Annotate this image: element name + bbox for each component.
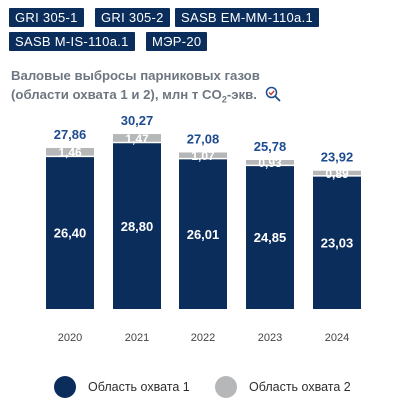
bar-scope1-2020 [46, 156, 94, 309]
total-label-2021: 30,27 [121, 113, 154, 128]
title-subscript: 2 [221, 94, 227, 105]
total-label-2023: 25,78 [254, 139, 287, 154]
tag-gri-305-1: GRI 305-1 [9, 8, 84, 27]
legend-label-scope2: Область охвата 2 [249, 380, 351, 394]
x-tick-label-2020: 2020 [58, 332, 82, 344]
bar-scope1-2023 [246, 165, 294, 309]
tag-sasb-m-is: SASB M-IS-110a.1 [9, 32, 135, 51]
bar-scope1-2021 [113, 142, 161, 309]
chart-title-line1: Валовые выбросы парниковых газов [11, 68, 260, 83]
x-tick-label-2024: 2024 [325, 332, 349, 344]
x-tick-label-2021: 2021 [125, 332, 149, 344]
data-label-scope2-2023: 0,93 [258, 156, 282, 170]
x-tick-label-2022: 2022 [191, 332, 215, 344]
legend-item-scope2: Область охвата 2 [215, 376, 351, 398]
legend-swatch-scope1 [54, 376, 76, 398]
data-label-scope2-2024: 0,89 [325, 167, 349, 181]
magnifier-check-icon [265, 86, 280, 102]
title-part-b: -экв. [226, 87, 257, 102]
chart-title: Валовые выбросы парниковых газов (област… [11, 66, 383, 110]
title-part-a: (области охвата 1 и 2), млн т CO [11, 87, 222, 102]
tag-sasb-em: SASB EM-MM-110a.1 [175, 8, 320, 27]
data-label-scope2-2020: 1,46 [58, 146, 82, 160]
data-label-scope2-2021: 1,47 [125, 132, 149, 146]
bar-scope1-2022 [179, 158, 227, 309]
bar-scope2-2021 [113, 134, 161, 143]
bar-scope2-2024 [313, 170, 361, 176]
total-label-2020: 27,86 [54, 127, 87, 142]
bar-scope2-2020 [46, 147, 94, 157]
data-label-scope1-2022: 26,01 [187, 227, 220, 242]
legend-swatch-scope2 [215, 376, 237, 398]
tag-mer-20: МЭР-20 [146, 32, 208, 51]
total-label-2024: 23,92 [321, 150, 354, 165]
emissions-bar-chart: 26,40 1,46 27,86 2020 28,80 1,47 30,27 2021 26,0… [46, 113, 361, 344]
bar-scope2-2022 [179, 152, 227, 159]
chart-legend: Область охвата 1 Область охвата 2 [0, 362, 400, 406]
bar-scope1-2024 [313, 175, 361, 309]
legend-item-scope1: Область охвата 1 [54, 376, 190, 398]
bar-scope2-2023 [246, 159, 294, 166]
data-label-scope2-2022: 1,07 [191, 149, 215, 163]
x-tick-label-2023: 2023 [258, 332, 282, 344]
data-label-scope1-2024: 23,03 [321, 235, 354, 250]
tag-gri-305-2: GRI 305-2 [95, 8, 170, 27]
data-label-scope1-2021: 28,80 [121, 219, 154, 234]
data-label-scope1-2023: 24,85 [254, 230, 287, 245]
total-label-2022: 27,08 [187, 131, 220, 146]
legend-label-scope1: Область охвата 1 [88, 380, 190, 394]
data-label-scope1-2020: 26,40 [54, 226, 87, 241]
chart-title-line2: (области охвата 1 и 2), млн т CO2-экв. [11, 85, 383, 110]
